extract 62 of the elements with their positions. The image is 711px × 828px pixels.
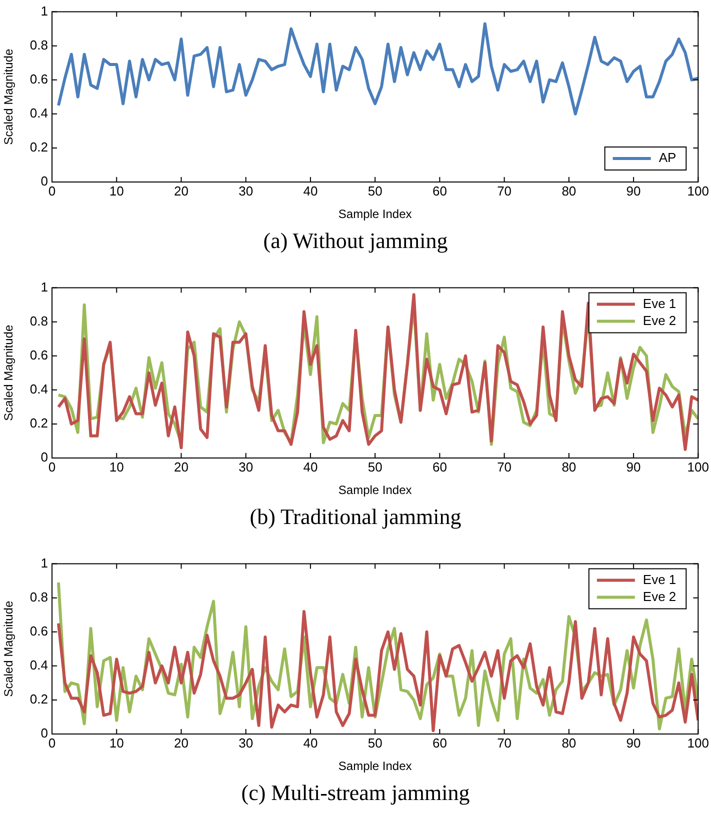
x-axis-title: Sample Index [338, 759, 412, 774]
x-tick-label: 10 [109, 459, 124, 474]
y-tick-label: 0.4 [30, 658, 48, 672]
y-axis-title: Scaled Magnitude [2, 48, 16, 145]
x-axis-title: Sample Index [338, 207, 412, 222]
y-axis-title: Scaled Magnitude [2, 324, 16, 421]
x-tick-label: 40 [303, 735, 318, 750]
y-tick-label: 0.4 [30, 106, 48, 120]
x-tick-label: 100 [687, 735, 710, 750]
y-tick-label: 0 [40, 450, 48, 465]
x-tick-label: 70 [497, 183, 512, 198]
x-tick-label: 70 [497, 735, 512, 750]
legend-label: Eve 1 [642, 572, 676, 587]
y-tick-label: 0.6 [30, 623, 48, 638]
y-tick-label: 0.8 [30, 589, 48, 604]
x-tick-label: 80 [562, 735, 576, 750]
x-tick-label: 60 [432, 459, 447, 474]
x-tick-label: 60 [432, 735, 447, 750]
x-tick-label: 10 [109, 183, 124, 198]
text: (b) Traditional jamming [248, 503, 462, 531]
x-tick-label: 30 [238, 735, 254, 750]
y-tick-label: 0.8 [30, 313, 48, 328]
x-tick-label: 50 [368, 183, 382, 198]
x-tick-label: 20 [174, 735, 188, 750]
legend-label: Eve 2 [642, 312, 676, 328]
x-tick-label: 20 [174, 459, 188, 474]
x-axis-title: Sample Index [338, 483, 412, 498]
x-tick-label: 40 [303, 459, 318, 474]
y-axis-title: Scaled Magnitude [2, 600, 16, 697]
y-tick-label: 0 [40, 726, 48, 741]
x-tick-label: 90 [626, 183, 641, 198]
y-tick-label: 0.8 [30, 37, 48, 52]
x-tick-label: 20 [174, 183, 188, 198]
x-tick-label: 60 [432, 183, 447, 198]
legend-label: Eve 2 [642, 588, 676, 604]
legend-label: Eve 1 [642, 296, 676, 311]
x-tick-label: 90 [626, 735, 641, 750]
x-tick-label: 40 [303, 183, 318, 198]
y-tick-label: 0.6 [30, 71, 48, 86]
x-tick-label: 80 [562, 183, 576, 198]
y-tick-label: 0 [40, 174, 48, 189]
x-tick-label: 10 [109, 735, 124, 750]
y-tick-label: 1 [40, 3, 48, 18]
y-tick-label: 0.2 [30, 140, 48, 155]
x-tick-label: 30 [238, 459, 254, 474]
x-tick-label: 100 [687, 459, 710, 474]
y-tick-label: 0.2 [30, 692, 48, 707]
x-tick-label: 90 [626, 459, 641, 474]
legend-label: AP [658, 150, 676, 166]
x-tick-label: 70 [497, 459, 512, 474]
x-tick-label: 50 [368, 459, 382, 474]
y-tick-label: 0.4 [30, 382, 48, 396]
x-tick-label: 50 [368, 735, 382, 750]
text: (c) Multi-stream jamming [240, 779, 471, 807]
x-tick-label: 30 [238, 183, 254, 198]
y-tick-label: 0.2 [30, 416, 48, 431]
y-tick-label: 1 [40, 555, 48, 570]
x-tick-label: 100 [687, 183, 710, 198]
text: (a) Without jamming [262, 227, 449, 255]
y-tick-label: 1 [40, 279, 48, 294]
y-tick-label: 0.6 [30, 347, 48, 362]
x-tick-label: 80 [562, 459, 576, 474]
